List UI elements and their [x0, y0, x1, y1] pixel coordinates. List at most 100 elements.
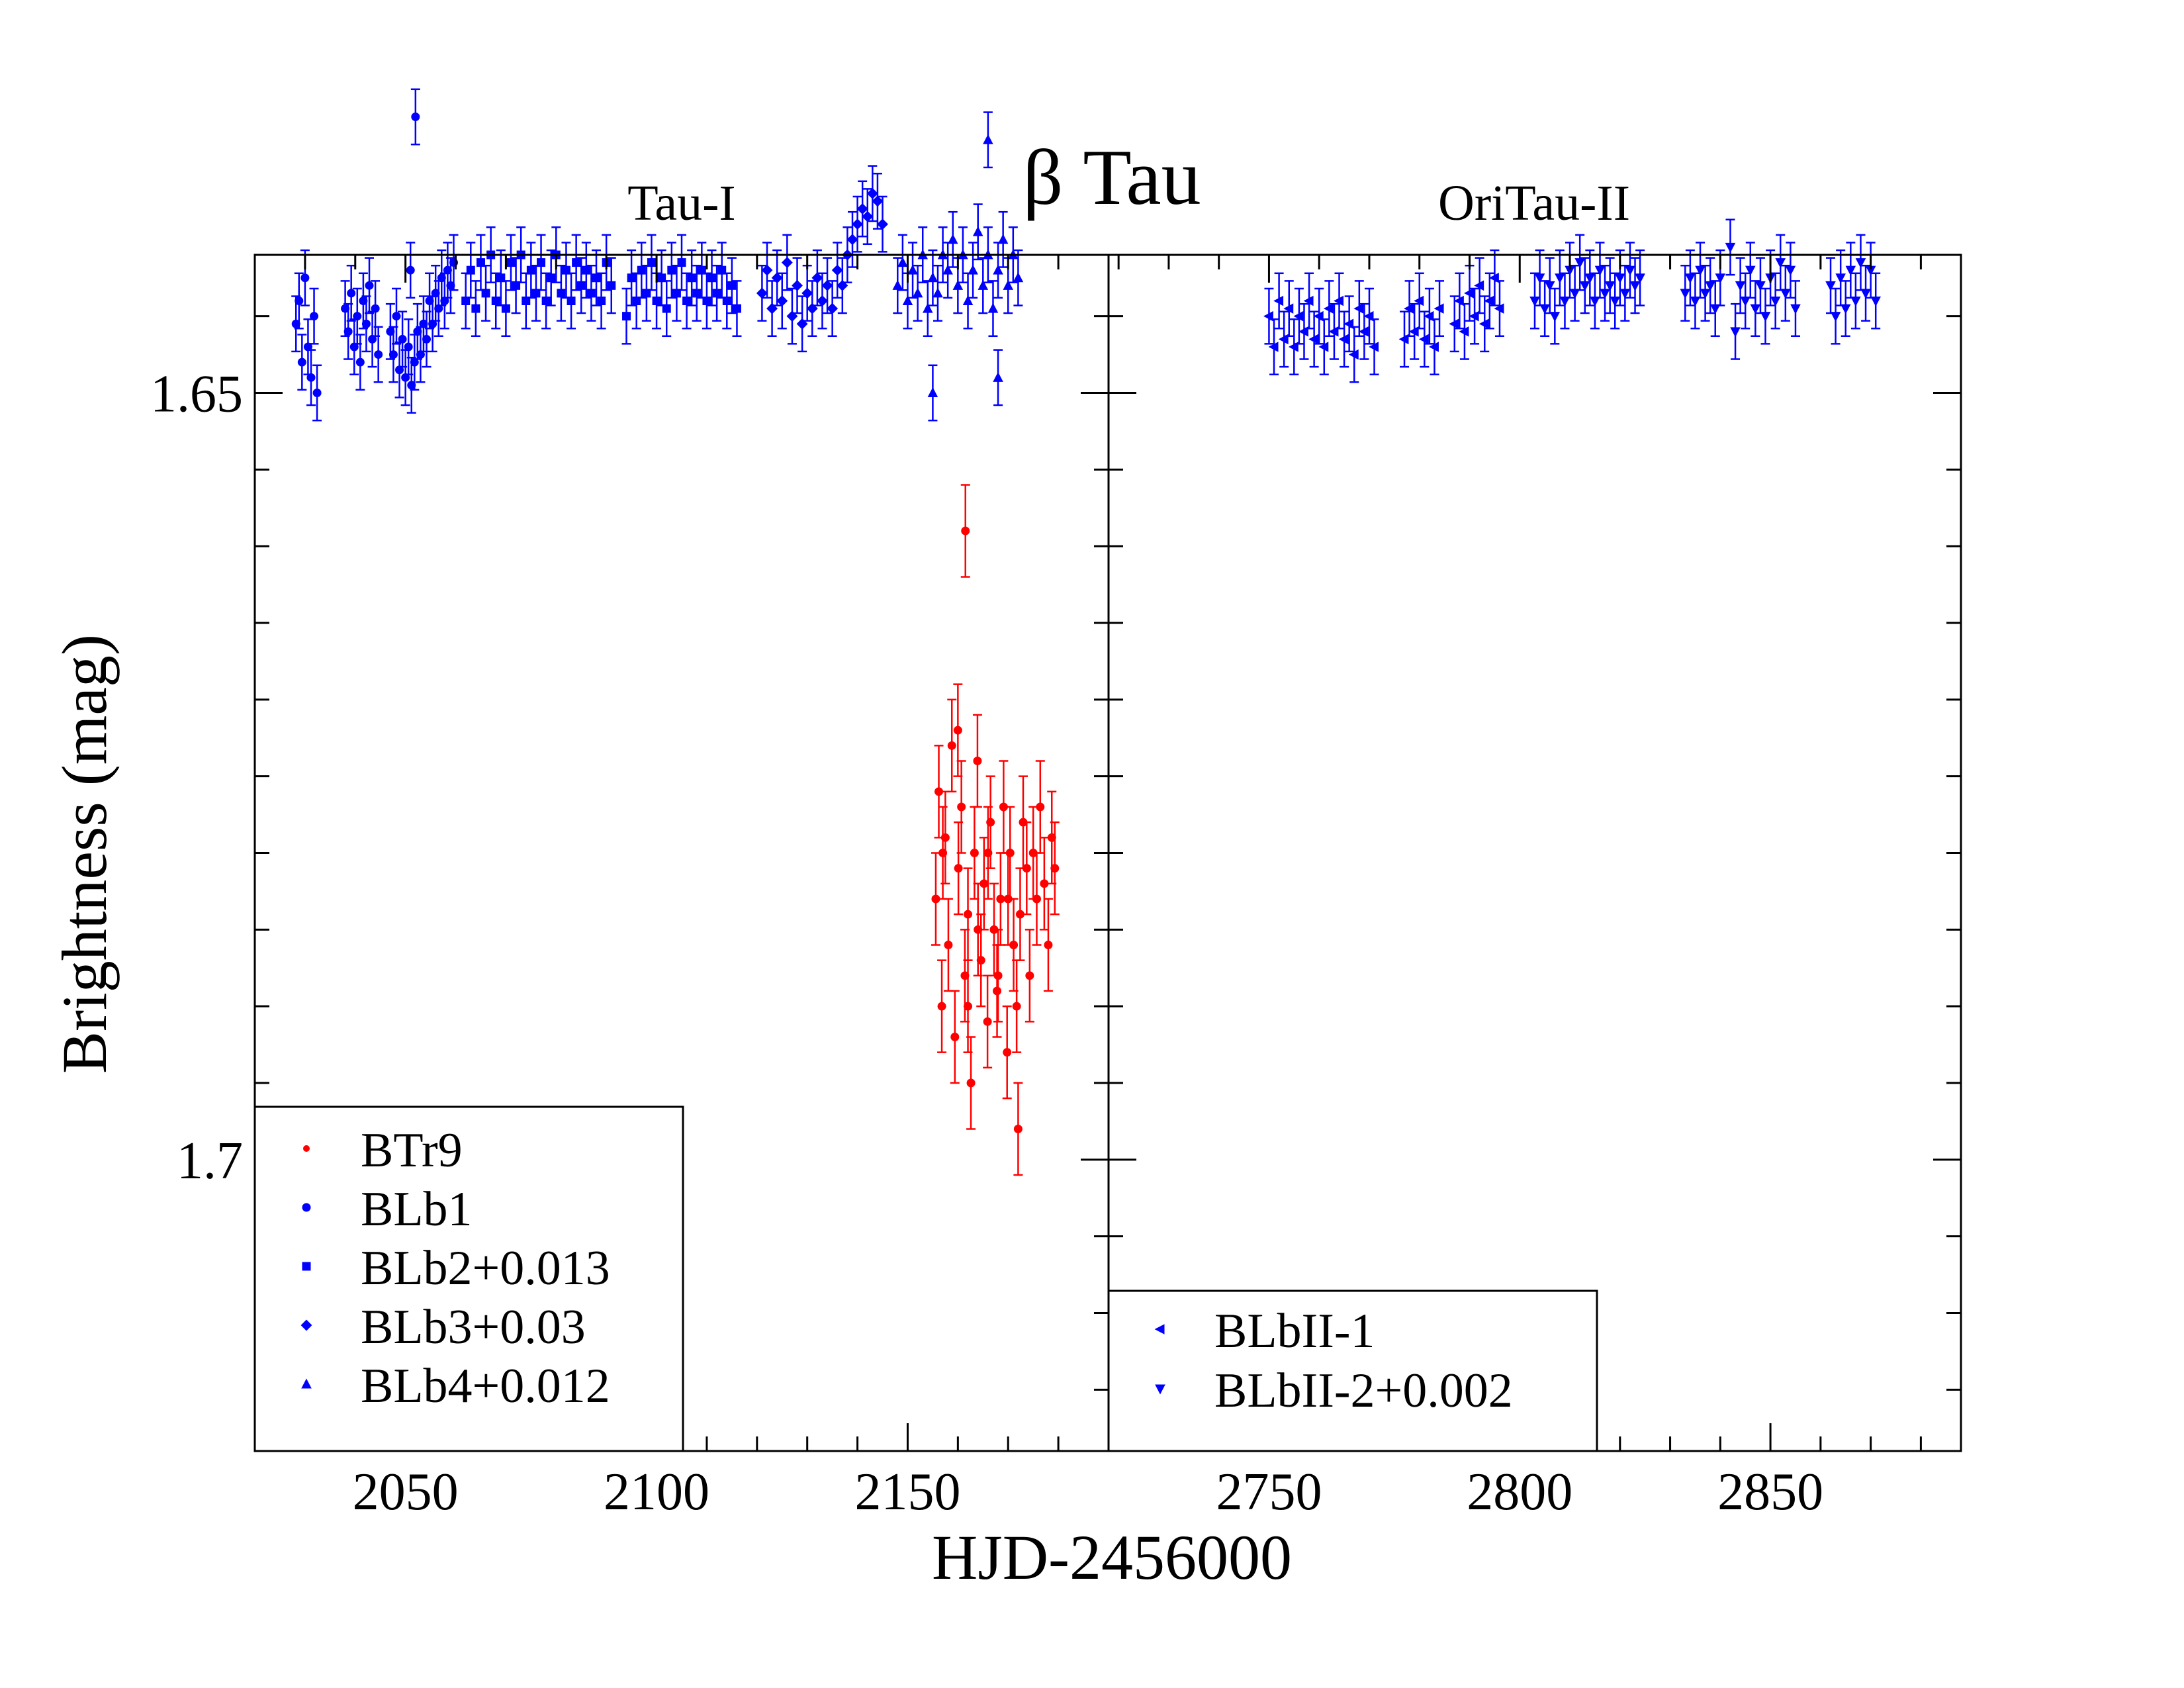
data-point-tau-i-2-45 — [697, 265, 706, 275]
data-point-tau-i-3-9 — [801, 287, 813, 299]
data-point-oritau-ii-0-29 — [1433, 303, 1444, 314]
data-point-tau-i-2-41 — [677, 258, 686, 267]
data-point-tau-i-1-39 — [443, 265, 452, 275]
data-point-tau-i-2-3 — [476, 258, 485, 267]
data-point-tau-i-3-5 — [781, 257, 793, 269]
data-point-tau-i-1-31 — [419, 319, 428, 328]
data-point-tau-i-2-16 — [541, 297, 551, 305]
data-point-oritau-ii-0-15 — [1338, 334, 1349, 345]
data-point-tau-i-1-43 — [406, 265, 415, 275]
y-axis-label: Brightness (mag) — [49, 634, 120, 1074]
data-point-oritau-ii-1-0 — [1529, 297, 1540, 306]
data-point-tau-i-3-1 — [761, 264, 773, 276]
data-point-oritau-ii-1-9 — [1574, 258, 1585, 269]
data-point-tau-i-0-12 — [970, 849, 979, 857]
data-point-tau-i-1-22 — [392, 312, 401, 321]
data-point-tau-i-1-32 — [422, 334, 432, 344]
data-point-oritau-ii-0-6 — [1293, 310, 1304, 322]
data-point-oritau-ii-0-17 — [1348, 349, 1359, 360]
legend-marker-oritau-ii-0 — [1154, 1324, 1165, 1335]
data-point-tau-i-2-40 — [672, 289, 681, 298]
data-point-tau-i-0-39 — [964, 1002, 973, 1011]
data-point-tau-i-0-11 — [966, 1078, 976, 1088]
legend-marker-oritau-ii-1 — [1155, 1384, 1165, 1395]
data-point-oritau-ii-0-9 — [1308, 334, 1319, 345]
data-point-oritau-ii-1-13 — [1594, 265, 1606, 276]
data-point-tau-i-4-4 — [912, 287, 923, 298]
data-point-tau-i-0-33 — [1040, 879, 1049, 888]
data-point-tau-i-3-11 — [811, 272, 823, 284]
data-point-oritau-ii-0-19 — [1358, 326, 1369, 337]
data-point-tau-i-2-7 — [496, 273, 506, 283]
data-point-oritau-ii-0-37 — [1484, 295, 1494, 306]
data-point-tau-i-0-44 — [1013, 1125, 1023, 1133]
data-point-oritau-ii-1-45 — [1830, 312, 1841, 322]
data-point-tau-i-1-19 — [374, 350, 383, 359]
data-point-oritau-ii-0-21 — [1369, 342, 1379, 352]
data-point-tau-i-2-6 — [491, 297, 500, 305]
legend-marker-tau-i-3 — [300, 1319, 312, 1331]
data-point-tau-i-1-17 — [368, 334, 377, 344]
data-point-tau-i-2-13 — [526, 265, 535, 275]
data-point-tau-i-4-12 — [952, 279, 964, 290]
data-point-tau-i-0-31 — [1032, 894, 1041, 904]
data-point-tau-i-1-11 — [349, 342, 359, 352]
data-point-tau-i-0-26 — [1015, 910, 1024, 919]
data-point-tau-i-1-42 — [411, 113, 420, 121]
data-point-tau-i-3-6 — [786, 310, 798, 322]
data-point-tau-i-2-34 — [642, 289, 651, 298]
data-point-tau-i-4-3 — [907, 264, 918, 275]
series-tau-i-2 — [461, 226, 742, 345]
data-point-tau-i-2-47 — [707, 273, 717, 283]
data-point-tau-i-4-6 — [923, 303, 933, 313]
data-point-tau-i-2-43 — [687, 273, 696, 283]
data-point-tau-i-2-8 — [501, 304, 510, 313]
data-point-oritau-ii-1-53 — [1870, 297, 1881, 306]
legend-marker-tau-i-0 — [303, 1145, 310, 1152]
data-point-tau-i-3-14 — [827, 303, 839, 314]
data-point-tau-i-2-52 — [732, 304, 741, 313]
data-point-oritau-ii-0-35 — [1474, 280, 1484, 291]
data-point-tau-i-0-19 — [993, 986, 1002, 996]
data-point-oritau-ii-1-44 — [1825, 281, 1836, 291]
data-point-tau-i-0-16 — [983, 1017, 992, 1026]
data-point-oritau-ii-0-33 — [1464, 288, 1475, 299]
data-point-oritau-ii-1-31 — [1730, 327, 1741, 338]
data-point-tau-i-0-35 — [1047, 833, 1056, 842]
data-point-tau-i-0-2 — [937, 1002, 946, 1011]
series-oritau-ii-0 — [1263, 249, 1504, 383]
data-point-tau-i-0-5 — [947, 741, 956, 750]
data-point-tau-i-1-37 — [437, 273, 446, 283]
data-point-tau-i-2-35 — [647, 258, 656, 267]
data-point-tau-i-2-33 — [637, 265, 646, 275]
data-point-tau-i-2-4 — [481, 289, 490, 298]
data-point-oritau-ii-1-35 — [1750, 304, 1761, 314]
data-point-oritau-ii-1-5 — [1555, 273, 1565, 284]
panel-title-right: OriTau-II — [1438, 175, 1630, 231]
data-point-oritau-ii-1-36 — [1755, 281, 1766, 291]
data-point-tau-i-2-27 — [597, 297, 606, 305]
legend-label-tau-i-0: BTr9 — [361, 1123, 463, 1178]
data-point-tau-i-2-12 — [522, 297, 531, 305]
panel-title-left: Tau-I — [627, 175, 735, 231]
data-point-tau-i-0-41 — [983, 849, 993, 857]
data-point-oritau-ii-1-30 — [1725, 242, 1736, 253]
data-point-tau-i-3-13 — [821, 279, 833, 291]
data-point-oritau-ii-1-14 — [1600, 289, 1610, 299]
data-point-tau-i-1-20 — [386, 327, 395, 336]
data-point-tau-i-0-38 — [953, 726, 962, 735]
data-point-tau-i-2-42 — [682, 297, 692, 305]
data-point-tau-i-0-45 — [961, 526, 970, 536]
data-point-oritau-ii-1-28 — [1709, 304, 1721, 314]
series-tau-i-3 — [756, 165, 888, 353]
data-point-tau-i-0-43 — [1003, 894, 1013, 904]
data-point-tau-i-3-23 — [872, 195, 884, 207]
data-point-oritau-ii-1-26 — [1700, 289, 1711, 299]
data-point-tau-i-4-20 — [993, 264, 1003, 275]
data-point-tau-i-4-19 — [987, 303, 999, 313]
data-point-oritau-ii-1-48 — [1845, 265, 1856, 276]
data-point-oritau-ii-0-32 — [1459, 326, 1469, 337]
data-point-tau-i-1-9 — [343, 327, 353, 336]
data-point-oritau-ii-0-12 — [1323, 303, 1334, 314]
data-point-tau-i-1-15 — [361, 319, 371, 328]
